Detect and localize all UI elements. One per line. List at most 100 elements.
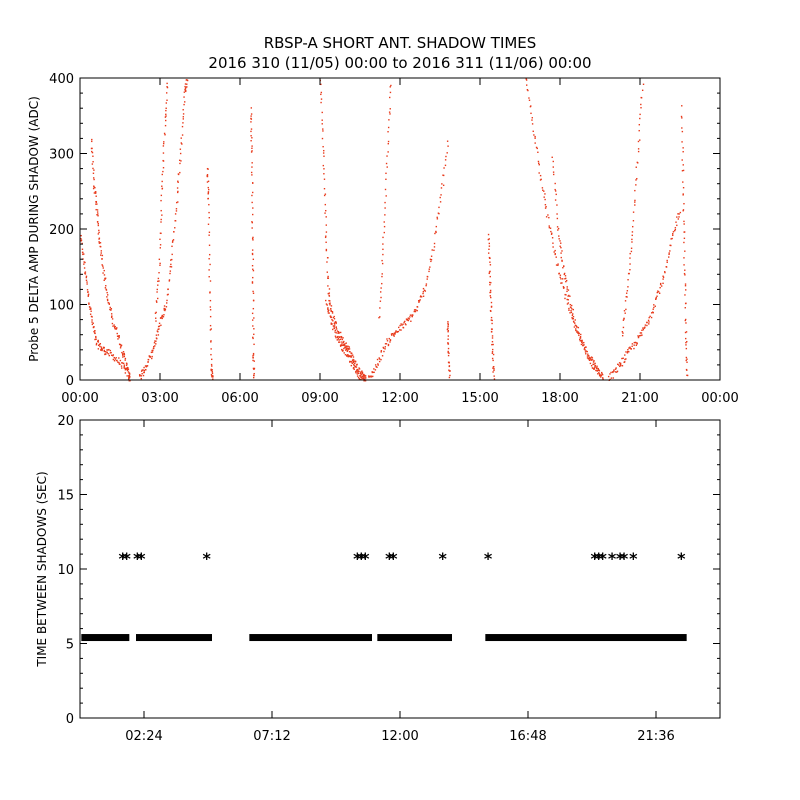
amplitude-point [100,254,102,256]
amplitude-point [120,344,123,347]
amplitude-point [340,335,343,338]
amplitude-point [441,183,443,185]
amplitude-point [545,205,547,208]
amplitude-point [164,124,167,127]
amplitude-point [447,342,449,344]
amplitude-point [659,282,662,285]
amplitude-point [440,194,442,196]
amplitude-x-tick-label: 18:00 [541,391,578,406]
amplitude-point [364,380,367,382]
amplitude-point [493,368,495,370]
amplitude-point [253,333,255,336]
amplitude-point [116,327,118,329]
amplitude-point [641,334,643,336]
amplitude-point [683,257,685,259]
amplitude-point [569,295,571,297]
amplitude-point [332,316,335,319]
amplitude-point [658,292,661,295]
amplitude-point [91,321,93,323]
amplitude-point [395,330,397,332]
amplitude-point [90,308,92,310]
amplitude-point [491,352,494,354]
amplitude-point [209,306,212,308]
amplitude-point [685,344,687,346]
amplitude-point [347,354,349,356]
amplitude-point [165,109,167,112]
amplitude-point [169,265,171,268]
amplitude-point [599,374,601,376]
amplitude-point [80,234,82,237]
amplitude-point [382,236,384,239]
amplitude-point [447,325,449,328]
amplitude-point [110,316,113,319]
interval-double-point: * [353,549,362,568]
amplitude-point [655,296,657,299]
amplitude-point [143,366,145,369]
amplitude-point [683,231,685,233]
amplitude-point [109,349,112,352]
amplitude-point [448,369,450,371]
amplitude-point [597,373,599,375]
amplitude-point [325,303,328,305]
amplitude-point [568,307,570,310]
amplitude-point [181,125,184,128]
amplitude-point [182,118,184,120]
amplitude-point [413,309,416,311]
amplitude-point [378,358,381,360]
amplitude-point [549,227,552,229]
amplitude-point [86,281,88,283]
amplitude-point [358,367,360,369]
amplitude-point [163,141,165,143]
amplitude-point [585,353,587,355]
amplitude-point [84,272,86,274]
amplitude-point [638,123,641,126]
amplitude-point [351,361,353,363]
amplitude-point [327,312,330,314]
amplitude-point [211,365,213,367]
amplitude-point [686,340,688,343]
amplitude-point [530,112,532,115]
amplitude-point [182,122,184,124]
amplitude-point [434,232,436,235]
amplitude-point [641,89,644,92]
amplitude-point [358,368,361,370]
amplitude-point [96,203,98,205]
amplitude-point [250,113,253,115]
amplitude-point [180,160,182,162]
amplitude-point [341,343,343,345]
amplitude-point [103,274,106,276]
amplitude-point [379,291,382,293]
amplitude-point [380,358,382,361]
amplitude-point [100,349,102,351]
amplitude-point [166,86,169,89]
amplitude-point [106,296,108,298]
amplitude-point [102,265,104,267]
amplitude-point [113,360,116,362]
amplitude-point [575,328,577,330]
amplitude-point [487,238,490,241]
shadow-amplitude-panel: 00:00 03:00 06:00 09:00 12:00 15:00 18:00 21:00… [27,72,739,406]
amplitude-point [166,82,168,85]
amplitude-point [324,203,327,206]
amplitude-point [95,344,98,346]
amplitude-point [590,359,592,361]
amplitude-point [385,178,387,181]
amplitude-point [685,331,688,333]
amplitude-point [387,131,389,133]
amplitude-point [681,170,684,172]
amplitude-point [251,145,253,147]
amplitude-point [252,239,254,241]
amplitude-point [624,300,627,302]
amplitude-point [106,349,108,351]
amplitude-point [350,356,352,358]
amplitude-point [551,232,553,234]
amplitude-point [127,367,129,369]
amplitude-point [338,341,340,343]
amplitude-point [581,341,583,343]
amplitude-point [489,291,491,294]
amplitude-point [682,194,684,196]
amplitude-point [380,296,382,299]
amplitude-point [449,370,451,372]
amplitude-point [97,339,99,342]
amplitude-point [333,324,336,326]
